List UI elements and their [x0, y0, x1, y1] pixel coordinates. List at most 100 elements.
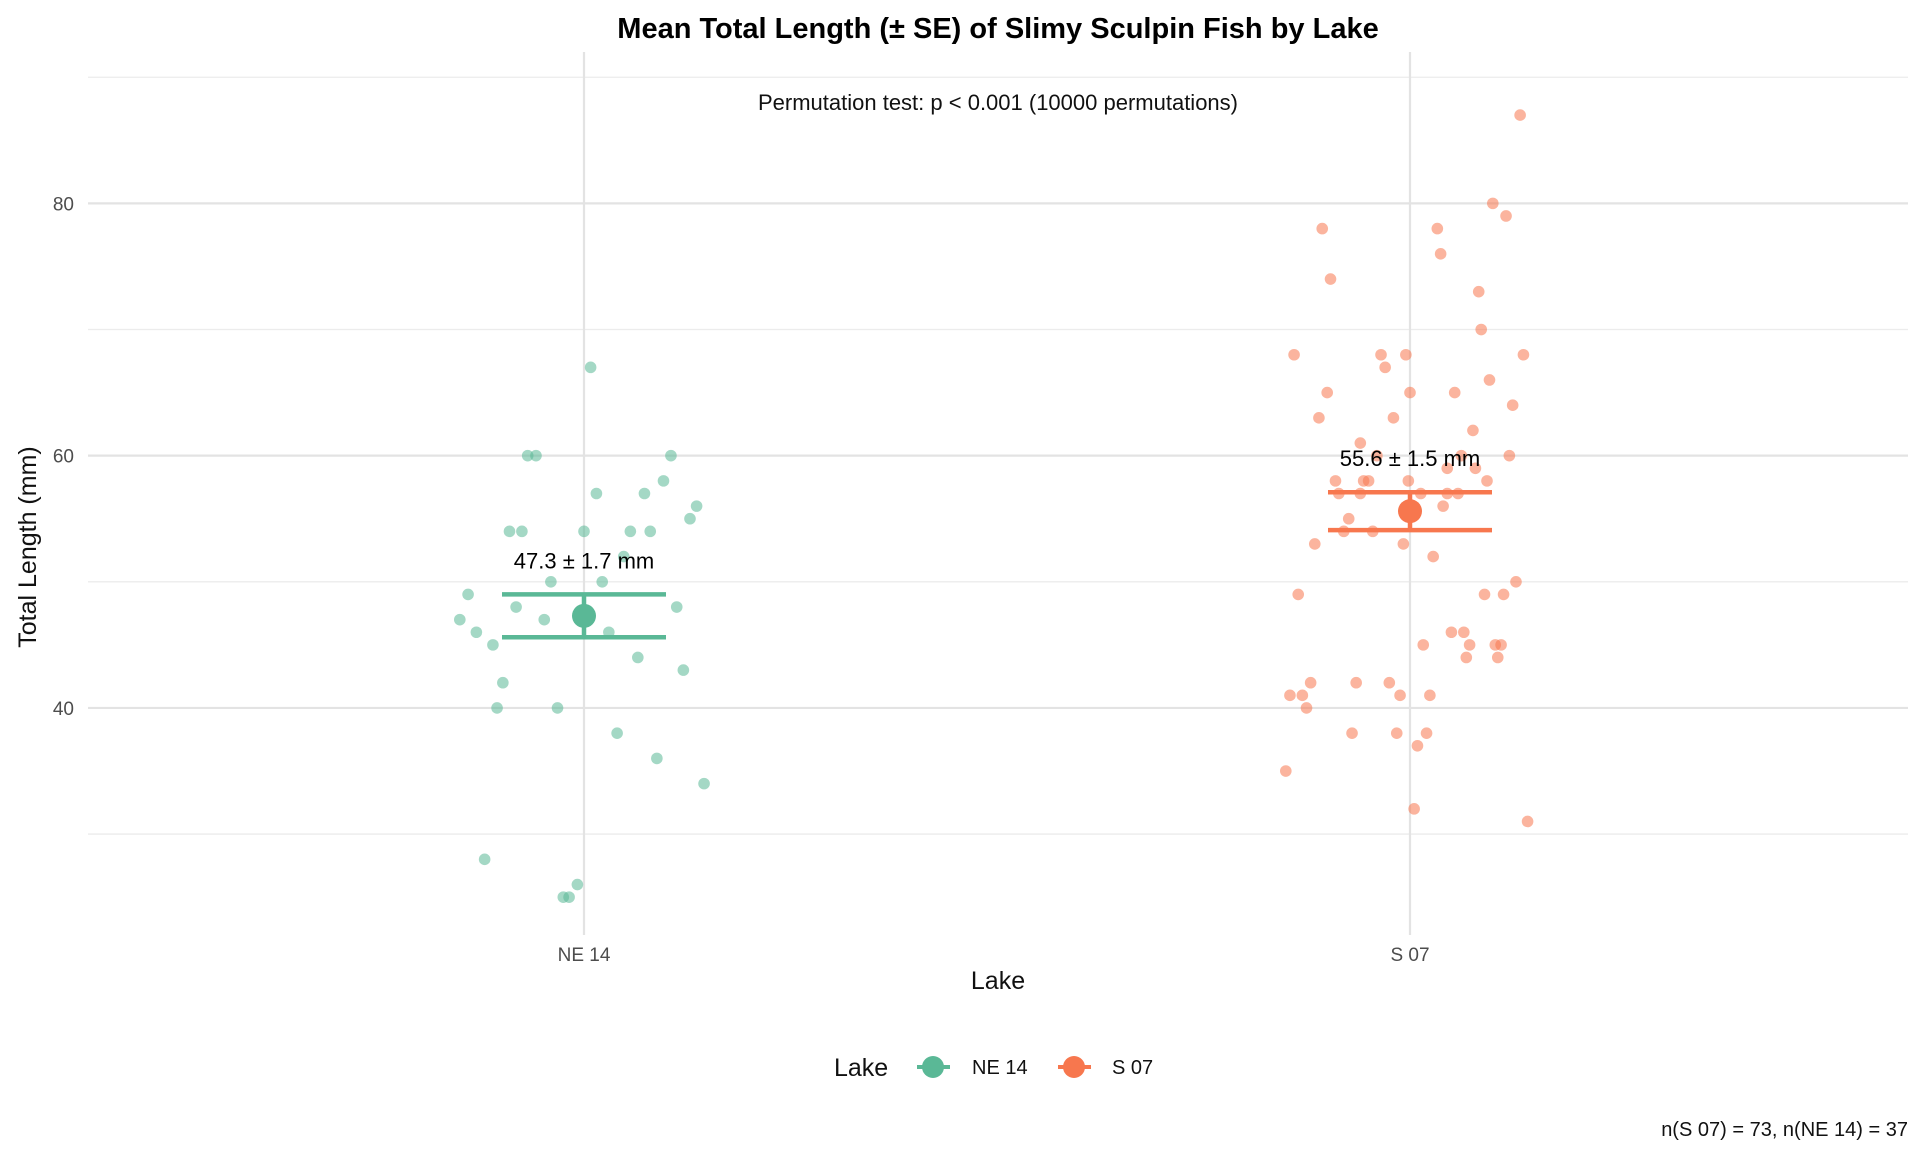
y-tick-label-60: 60 [53, 447, 74, 468]
point-s-07-52 [1463, 639, 1476, 651]
point-s-07-66 [1503, 449, 1516, 462]
point-ne-14-18 [571, 878, 584, 891]
point-s-07-65 [1500, 210, 1512, 222]
point-ne-14-13 [538, 613, 551, 626]
chart-title: Mean Total Length (± SE) of Slimy Sculpi… [617, 13, 1378, 45]
point-ne-14-31 [657, 475, 670, 487]
point-ne-14-26 [624, 525, 637, 538]
point-s-07-69 [1514, 109, 1526, 121]
point-s-07-34 [1400, 348, 1412, 361]
point-ne-14-22 [596, 576, 609, 588]
x-tick-label-s-07: S 07 [1390, 945, 1429, 966]
point-ne-14-35 [684, 512, 696, 525]
point-s-07-49 [1455, 449, 1468, 462]
point-s-07-53 [1467, 424, 1479, 437]
point-s-07-58 [1481, 475, 1493, 487]
point-ne-14-4 [478, 853, 491, 866]
point-ne-14-1 [454, 613, 466, 626]
y-tick-label-80: 80 [53, 194, 74, 215]
point-s-07-68 [1510, 576, 1522, 588]
point-s-07-8 [1308, 538, 1321, 550]
mean-label-s-07: 55.6 ± 1.5 mm [1340, 446, 1480, 471]
mean-point-ne-14 [572, 603, 596, 628]
point-s-07-29 [1394, 689, 1406, 702]
point-ne-14-20 [584, 361, 597, 374]
axis-layer: 40 60 80 NE 14 S 07 [53, 194, 1430, 966]
point-s-07-10 [1316, 222, 1329, 235]
point-ne-14-29 [644, 525, 657, 538]
point-s-07-55 [1472, 285, 1485, 298]
point-s-07-45 [1441, 462, 1454, 475]
point-s-07-17 [1346, 727, 1358, 739]
point-s-07-60 [1487, 197, 1499, 210]
x-tick-label-ne-14: NE 14 [558, 945, 611, 966]
x-axis-title: Lake [971, 967, 1025, 995]
point-s-07-1 [1280, 765, 1292, 777]
point-s-07-28 [1390, 727, 1403, 739]
point-s-07-70 [1517, 348, 1530, 361]
point-ne-14-8 [503, 525, 516, 538]
point-ne-14-34 [677, 664, 690, 676]
point-ne-14-27 [632, 651, 644, 664]
legend-ne14-label: NE 14 [972, 1057, 1028, 1079]
point-s-07-38 [1417, 639, 1430, 651]
point-s-07-57 [1478, 588, 1491, 601]
point-s-07-50 [1458, 626, 1470, 639]
point-ne-14-10 [516, 525, 528, 538]
point-ne-14-21 [590, 487, 603, 500]
point-ne-14-15 [551, 702, 564, 714]
point-s-07-16 [1342, 512, 1355, 525]
point-s-07-9 [1313, 412, 1325, 424]
point-ne-14-3 [470, 626, 483, 639]
point-s-07-12 [1324, 273, 1337, 285]
y-axis-title: Total Length (mm) [14, 446, 42, 647]
point-s-07-67 [1506, 399, 1519, 412]
point-s-07-4 [1292, 588, 1305, 601]
legend: Lake NE 14 S 07 [834, 1054, 1153, 1082]
point-s-07-27 [1387, 412, 1400, 424]
point-ne-14-37 [698, 777, 710, 790]
point-s-07-31 [1402, 475, 1415, 487]
point-s-07-19 [1354, 437, 1367, 449]
point-s-07-47 [1448, 386, 1461, 399]
point-ne-14-33 [670, 601, 683, 613]
point-s-07-23 [1371, 449, 1383, 462]
point-ne-14-32 [665, 449, 677, 462]
point-s-07-62 [1491, 651, 1504, 664]
point-ne-14-6 [491, 702, 503, 714]
point-s-07-11 [1321, 386, 1333, 399]
point-s-07-13 [1329, 475, 1342, 487]
point-s-07-3 [1288, 348, 1300, 361]
legend-ne14-dot [922, 1056, 944, 1078]
point-s-07-33 [1404, 386, 1416, 399]
point-s-07-35 [1408, 803, 1420, 815]
point-s-07-36 [1411, 739, 1424, 752]
point-s-07-26 [1383, 676, 1396, 689]
mean-label-ne-14: 47.3 ± 1.7 mm [514, 548, 654, 573]
point-s-07-18 [1350, 676, 1362, 689]
point-s-07-5 [1296, 689, 1309, 702]
point-s-07-63 [1495, 639, 1507, 651]
point-s-07-2 [1284, 689, 1296, 702]
point-s-07-7 [1304, 676, 1317, 689]
point-ne-14-36 [690, 500, 703, 512]
legend-title: Lake [834, 1054, 888, 1082]
point-s-07-44 [1437, 500, 1449, 512]
point-s-07-59 [1483, 374, 1496, 386]
point-s-07-56 [1475, 323, 1488, 336]
chart-subtitle: Permutation test: p < 0.001 (10000 permu… [758, 90, 1238, 115]
point-ne-14-12 [530, 449, 542, 462]
point-ne-14-2 [462, 588, 474, 601]
legend-s07-label: S 07 [1112, 1057, 1153, 1079]
point-s-07-51 [1460, 651, 1473, 664]
point-ne-14-5 [487, 639, 499, 651]
point-s-07-6 [1300, 702, 1313, 714]
chart-caption: n(S 07) = 73, n(NE 14) = 37 [1661, 1119, 1908, 1141]
point-ne-14-30 [651, 752, 663, 765]
point-ne-14-17 [563, 891, 575, 903]
point-s-07-42 [1431, 222, 1444, 235]
point-s-07-40 [1424, 689, 1436, 702]
